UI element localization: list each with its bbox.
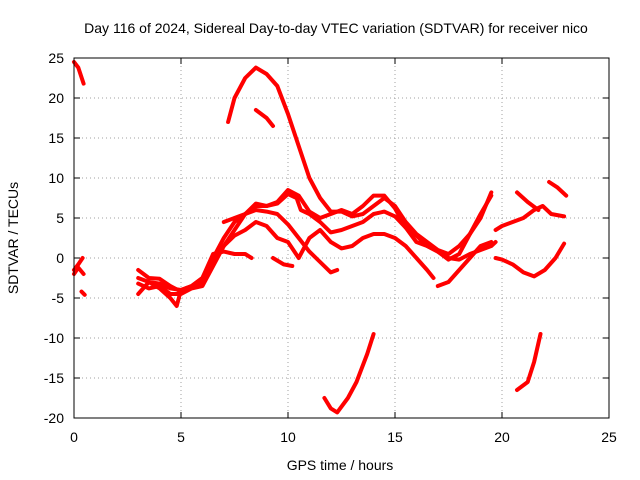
x-axis-label: GPS time / hours [287,457,394,473]
series-track-12 [271,256,295,268]
y-tick-label: 15 [48,130,64,146]
axis-ticks: 0 5 10 15 20 25 -20 -15 -10 -5 0 5 10 15 20 25 [44,50,617,445]
series-track-6 [136,188,498,292]
chart-title: Day 116 of 2024, Sidereal Day-to-day VTE… [84,20,588,36]
series-track-5 [136,192,494,294]
series-track-8 [136,249,254,308]
y-tick-label: 25 [48,50,64,66]
y-tick-label: -10 [44,330,64,346]
series-track-16 [493,204,567,232]
y-tick-label: -20 [44,410,64,426]
y-tick-label: -15 [44,370,64,386]
y-tick-label: 5 [56,210,64,226]
series-track-3 [72,265,86,276]
y-tick-label: -5 [52,290,65,306]
data-series [72,60,569,415]
y-axis-label: SDTVAR / TECUs [5,182,21,294]
y-tick-label: 0 [56,250,64,266]
grid [74,58,609,418]
series-track-7 [136,220,436,296]
series-track-10 [226,65,494,256]
series-track-19 [515,332,543,392]
series-track-13 [435,240,494,288]
x-tick-label: 25 [601,429,617,445]
x-tick-label: 15 [387,429,403,445]
x-tick-label: 20 [494,429,510,445]
series-track-4 [79,289,87,297]
x-tick-label: 5 [177,429,185,445]
x-tick-label: 0 [70,429,78,445]
y-tick-label: 20 [48,90,64,106]
series-track-9 [221,208,340,275]
x-tick-label: 10 [280,429,296,445]
series-track-18 [547,180,569,198]
y-tick-label: 10 [48,170,64,186]
series-track-1 [72,60,86,86]
series-track-11 [253,108,275,128]
series-track-14 [322,332,376,415]
series-track-2 [72,256,85,272]
series-track-17 [515,190,541,212]
plot-frame [73,57,610,419]
series-track-15 [493,241,567,279]
